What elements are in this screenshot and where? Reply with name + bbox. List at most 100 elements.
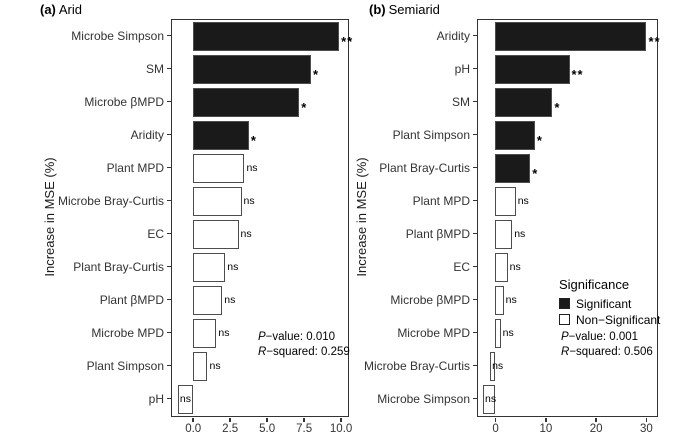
x-tick-label: 7.5 — [296, 423, 313, 435]
p-value-line: P−value: 0.001 — [561, 330, 653, 345]
bar — [192, 187, 242, 216]
significance-label: ns — [240, 228, 252, 241]
y-tick — [167, 364, 171, 367]
r-squared-text: −squared: 0.506 — [569, 345, 653, 358]
x-tick — [266, 418, 268, 422]
plot-area: ** ** * * * ns ns ns ns ns ns ns — [477, 19, 660, 417]
bar — [192, 154, 245, 183]
x-tick-label: 0 — [492, 423, 499, 435]
y-tick — [473, 166, 477, 169]
category-label: Microbe MPD — [397, 325, 470, 340]
significance-label: * — [301, 100, 308, 115]
y-tick — [473, 232, 477, 235]
bar — [192, 286, 223, 315]
bar — [495, 55, 570, 84]
x-tick-label: 20 — [589, 423, 603, 435]
y-tick — [167, 331, 171, 334]
y-tick — [473, 199, 477, 202]
stats-annotation: P−value: 0.001 R−squared: 0.506 — [561, 330, 653, 359]
significance-label: * — [250, 133, 257, 148]
bar — [495, 22, 647, 51]
bar — [192, 88, 300, 117]
category-label: Microbe MPD — [91, 325, 164, 340]
significance-label: ns — [505, 294, 517, 307]
y-tick — [167, 199, 171, 202]
bar — [177, 385, 193, 414]
significance-label: ns — [485, 393, 497, 406]
x-tick — [645, 418, 648, 422]
y-tick — [167, 298, 171, 301]
y-tick — [473, 298, 477, 301]
stats-annotation: P−value: 0.010 R−squared: 0.259 — [258, 330, 350, 359]
category-label: Aridity — [130, 127, 164, 142]
bar — [192, 22, 340, 51]
bar — [495, 319, 501, 348]
r-squared-line: R−squared: 0.259 — [258, 345, 350, 360]
x-tick — [229, 418, 231, 422]
y-tick — [473, 397, 477, 400]
y-tick — [473, 67, 477, 70]
significance-label: ns — [209, 360, 221, 373]
category-label: EC — [453, 259, 470, 274]
y-tick — [473, 265, 477, 268]
significance-label: ns — [218, 327, 230, 340]
category-label: Plant MPD — [106, 160, 164, 175]
y-tick — [473, 364, 477, 367]
y-tick — [473, 331, 477, 334]
bar — [192, 121, 249, 150]
category-label: Plant Simpson — [392, 127, 470, 142]
y-tick — [167, 166, 171, 169]
y-tick — [473, 133, 477, 136]
bar — [495, 253, 508, 282]
panel-title: (b) Semiarid — [369, 2, 440, 17]
category-label: Plant βMPD — [405, 226, 470, 241]
significance-label: ns — [492, 360, 504, 373]
x-tick-label: 10 — [539, 423, 553, 435]
r-squared-line: R−squared: 0.506 — [561, 345, 653, 360]
panel-title-text: Semiarid — [388, 2, 440, 17]
x-tick-label: 2.5 — [222, 423, 239, 435]
x-tick — [595, 418, 597, 422]
significance-label: ns — [509, 261, 521, 274]
significance-label: ** — [341, 34, 354, 49]
category-label: Plant Bray-Curtis — [73, 259, 164, 274]
significance-label: ns — [514, 228, 526, 241]
p-value-text: −value: 0.010 — [265, 331, 336, 343]
significance-label: * — [532, 166, 539, 181]
category-label: Microbe βMPD — [84, 94, 164, 109]
significance-label: ns — [227, 261, 239, 274]
panel-title-text: Arid — [58, 2, 83, 17]
bar — [192, 352, 208, 381]
significance-label: ns — [517, 195, 529, 208]
category-label: Microbe Bray-Curtis — [57, 193, 164, 208]
x-tick — [303, 418, 305, 422]
bar — [490, 352, 496, 381]
category-label: Plant Simpson — [86, 358, 164, 373]
legend-item: Significant — [559, 296, 660, 311]
bar — [495, 88, 553, 117]
bar — [495, 187, 516, 216]
x-tick-label: 10.0 — [329, 423, 353, 435]
category-label: Microbe Simpson — [71, 28, 164, 43]
significance-label: * — [313, 67, 320, 82]
significance-label: * — [536, 133, 543, 148]
category-label: Aridity — [436, 28, 470, 43]
bar — [192, 55, 312, 84]
significance-label: ns — [246, 162, 258, 175]
r-squared-italic: R — [561, 345, 570, 358]
bar — [483, 385, 496, 414]
category-label: Plant Bray-Curtis — [379, 160, 470, 175]
non-significant-swatch-icon — [559, 314, 570, 325]
x-tick — [192, 418, 194, 422]
plot-area: ** * * * ns ns ns ns ns ns ns ns — [171, 19, 352, 417]
p-value-line: P−value: 0.010 — [258, 330, 350, 345]
category-label: Microbe Bray-Curtis — [363, 358, 470, 373]
significance-label: ns — [502, 327, 514, 340]
significant-swatch-icon — [559, 298, 570, 309]
x-tick — [340, 418, 342, 422]
significance-label: ** — [571, 67, 584, 82]
panel-tag: (b) — [369, 2, 386, 17]
significance-legend: Significance Significant Non−Significant — [559, 277, 660, 328]
category-label: SM — [452, 94, 470, 109]
p-value-italic: P — [258, 331, 266, 343]
